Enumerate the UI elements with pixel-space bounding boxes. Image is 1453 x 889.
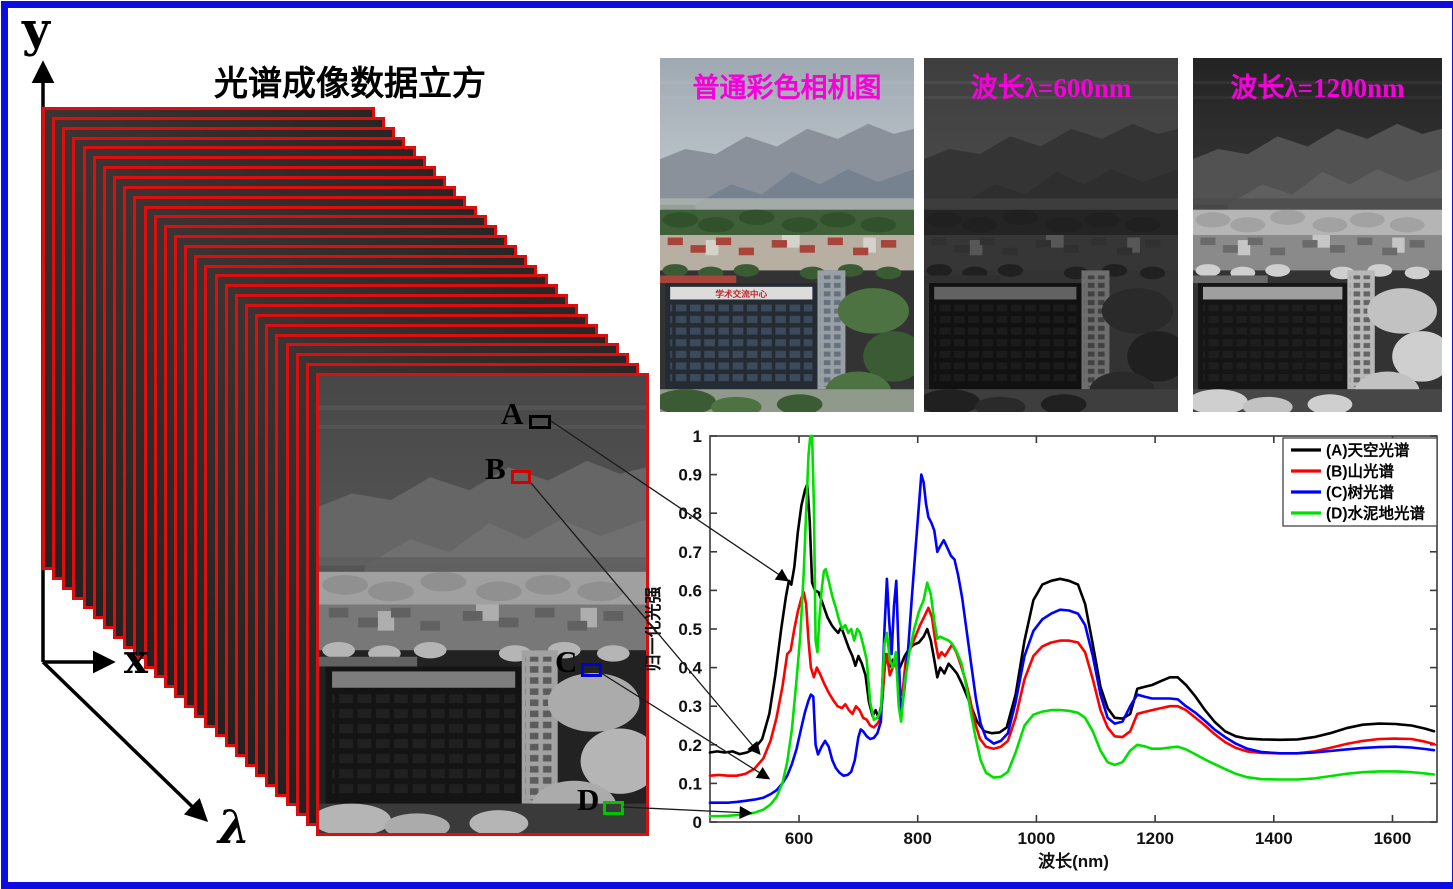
y-tick-label: 0 — [693, 813, 702, 832]
x-tick-label: 1000 — [1017, 829, 1055, 848]
x-tick-label: 1400 — [1255, 829, 1293, 848]
x-tick-label: 1200 — [1136, 829, 1174, 848]
y-tick-label: 0.3 — [678, 697, 702, 716]
y-tick-label: 0.2 — [678, 736, 702, 755]
spectra-chart: 600 800 1000 1200 1400 1600 0 0.1 0.2 0.3 0.4 0.5 0.… — [643, 423, 1453, 883]
scene-building-banner — [934, 286, 1077, 300]
y-tick-label: 0.7 — [678, 543, 702, 562]
y-axis-label: y — [22, 2, 50, 58]
region-label-d: D — [577, 781, 600, 817]
x-axis-label: x — [124, 636, 148, 683]
scene-image: 学术交流中心 — [660, 58, 914, 412]
legend-box — [1282, 437, 1438, 527]
photo-1200nm-label: 波长λ=1200nm — [1230, 73, 1405, 103]
lambda-axis-label: λ — [218, 800, 251, 854]
series-line — [708, 434, 1436, 818]
photo-color-camera-label: 普通彩色相机图 — [692, 73, 882, 103]
cube-title: 光谱成像数据立方 — [214, 66, 486, 103]
region-label-c: C — [555, 643, 578, 679]
y-tick-label: 0.4 — [678, 659, 702, 678]
region-box-a — [529, 414, 552, 429]
x-tick-label: 600 — [785, 829, 813, 848]
region-box-d — [603, 800, 625, 815]
scene-building-banner — [670, 286, 813, 300]
scene-building-banner — [1202, 286, 1343, 300]
legend-entry: (A)天空光谱 — [1326, 441, 1410, 460]
y-tick-label: 0.8 — [678, 504, 702, 523]
scene-building-banner — [332, 671, 516, 688]
series-line — [708, 591, 1436, 778]
y-tick-label: 1 — [693, 427, 702, 446]
x-tick-label: 1600 — [1374, 829, 1412, 848]
legend-entry: (D)水泥地光谱 — [1326, 504, 1426, 523]
series-line — [708, 473, 1436, 805]
photo-600nm: 波长λ=600nm — [924, 58, 1178, 412]
y-tick-label: 0.5 — [678, 620, 702, 639]
region-label-a: A — [501, 395, 524, 431]
y-tick-label: 0.9 — [678, 466, 702, 485]
scene-image — [924, 58, 1178, 412]
chart-xlabel: 波长(nm) — [1038, 851, 1109, 871]
chart-ylabel: 归一化光强 — [645, 587, 663, 672]
x-tick-label: 800 — [904, 829, 932, 848]
legend-entry: (B)山光谱 — [1326, 462, 1395, 481]
region-box-b — [511, 469, 532, 484]
scene-image — [319, 375, 647, 833]
spectra-chart-svg: 600 800 1000 1200 1400 1600 0 0.1 0.2 0.3 0.4 0.5 0.… — [643, 427, 1438, 871]
photo-600nm-label: 波长λ=600nm — [970, 73, 1132, 103]
scene-image — [1193, 58, 1442, 412]
legend-entry: (C)树光谱 — [1326, 483, 1395, 502]
y-tick-label: 0.1 — [678, 774, 702, 793]
photo-color-camera: 学术交流中心 普通彩色相机图 — [660, 58, 914, 412]
region-box-c — [581, 662, 603, 677]
region-label-b: B — [485, 450, 506, 486]
photo-1200nm: 波长λ=1200nm — [1193, 58, 1442, 412]
y-tick-label: 0.6 — [678, 581, 702, 600]
scene-banner-text: 学术交流中心 — [715, 288, 767, 299]
